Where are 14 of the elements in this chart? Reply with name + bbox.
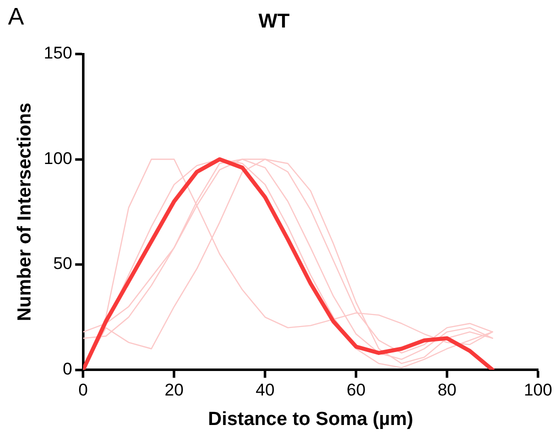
y-tick-label: 0 bbox=[62, 359, 72, 378]
x-tick-label: 60 bbox=[346, 380, 366, 400]
chart-title: WT bbox=[258, 10, 290, 33]
y-tick-label: 100 bbox=[44, 148, 72, 168]
x-tick-label: 40 bbox=[256, 380, 275, 400]
y-tick-label: 150 bbox=[44, 44, 72, 63]
text: A bbox=[8, 4, 24, 31]
x-tick-label: 0 bbox=[78, 380, 88, 400]
y-tick-label: 50 bbox=[53, 254, 72, 274]
x-axis-title: Distance to Soma (µm) bbox=[208, 408, 414, 430]
x-tick-label: 80 bbox=[438, 380, 456, 400]
x-tick-label: 20 bbox=[164, 380, 184, 400]
x-tick-label: 100 bbox=[524, 380, 552, 400]
y-axis-title: Number of Intersections bbox=[14, 102, 36, 322]
